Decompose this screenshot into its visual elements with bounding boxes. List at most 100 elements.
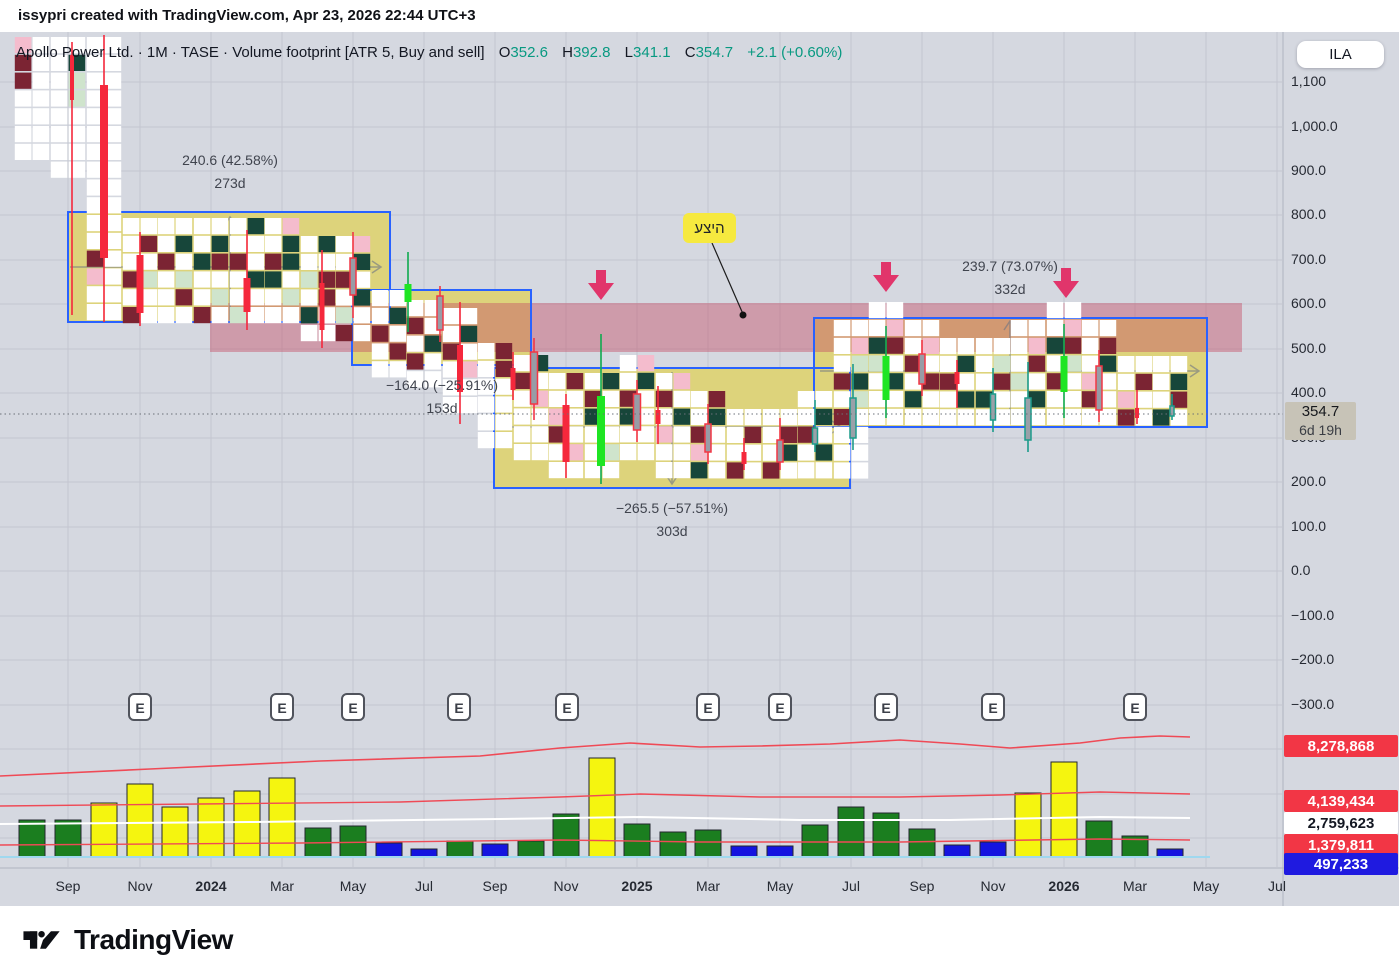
supply-down-arrow[interactable] xyxy=(588,270,614,300)
volume-bar[interactable] xyxy=(694,829,722,858)
footprint-cell xyxy=(104,286,122,303)
footprint-cell xyxy=(1028,409,1046,426)
footprint-cell xyxy=(637,408,655,425)
footprint-cell xyxy=(513,426,531,443)
earnings-badge[interactable] xyxy=(270,693,294,721)
footprint-cell xyxy=(247,307,265,324)
volume-bar[interactable] xyxy=(837,806,865,858)
earnings-badge[interactable] xyxy=(555,693,579,721)
footprint-cell xyxy=(690,426,708,443)
chart-legend[interactable]: Apollo Power Ltd. · 1M · TASE · Volume f… xyxy=(16,44,842,61)
footprint-cell xyxy=(193,307,211,324)
volume-bar[interactable] xyxy=(588,757,616,858)
volume-bar[interactable] xyxy=(1156,848,1184,858)
footprint-cell xyxy=(140,307,158,324)
footprint-cell xyxy=(939,391,957,408)
volume-bar[interactable] xyxy=(801,824,829,858)
volume-bar[interactable] xyxy=(552,813,580,858)
volume-bar[interactable] xyxy=(54,819,82,858)
footprint-cell xyxy=(833,462,851,479)
range-box[interactable] xyxy=(67,211,391,323)
footprint-cell xyxy=(939,355,957,372)
footprint-cell xyxy=(531,426,549,443)
volume-bar[interactable] xyxy=(659,831,687,858)
supply-tooltip[interactable] xyxy=(683,213,736,243)
volume-bar[interactable] xyxy=(410,848,438,858)
volume-bar[interactable] xyxy=(446,840,474,858)
footprint-cell xyxy=(1064,302,1082,319)
footprint-cell xyxy=(1081,337,1099,354)
earnings-badge[interactable] xyxy=(1123,693,1147,721)
footprint-cell xyxy=(1135,356,1153,373)
price-tick: 600.0 xyxy=(1291,295,1327,311)
volume-bar[interactable] xyxy=(18,819,46,858)
footprint-cell xyxy=(904,373,922,390)
footprint-cell xyxy=(833,444,851,461)
volume-bar[interactable] xyxy=(126,783,154,858)
volume-bar[interactable] xyxy=(481,843,509,858)
footprint-cell xyxy=(14,108,32,125)
footprint-cell xyxy=(424,371,442,388)
volume-bar[interactable] xyxy=(161,806,189,858)
price-tick: 1,000.0 xyxy=(1291,118,1338,134)
volume-ma-line xyxy=(0,791,1191,807)
volume-bar[interactable] xyxy=(339,825,367,858)
footprint-cell xyxy=(1081,409,1099,426)
footprint-cell xyxy=(886,391,904,408)
earnings-badge[interactable] xyxy=(128,693,152,721)
footprint-cell xyxy=(495,414,513,431)
volume-bar[interactable] xyxy=(197,797,225,858)
candle-body xyxy=(882,356,890,400)
footprint-cell xyxy=(566,408,584,425)
volume-ma-tag: 4,139,434 xyxy=(1284,790,1398,812)
footprint-cell xyxy=(282,235,300,252)
footprint-cell xyxy=(175,271,193,288)
footprint-cell xyxy=(548,408,566,425)
footprint-cell xyxy=(32,54,50,71)
footprint-cell xyxy=(318,236,336,253)
volume-bar[interactable] xyxy=(268,777,296,858)
volume-bar[interactable] xyxy=(233,790,261,858)
candle-body xyxy=(741,452,747,464)
volume-bar[interactable] xyxy=(908,828,936,858)
tradingview-logo[interactable]: TradingView xyxy=(22,922,233,958)
footprint-cell xyxy=(86,37,104,54)
volume-bar[interactable] xyxy=(730,845,758,858)
volume-bar[interactable] xyxy=(943,844,971,858)
supply-down-arrow[interactable] xyxy=(873,262,899,292)
earnings-badge[interactable] xyxy=(981,693,1005,721)
footprint-cell xyxy=(460,397,478,414)
ohlc-low-label: L xyxy=(624,44,634,61)
volume-bar[interactable] xyxy=(375,842,403,858)
earnings-badge[interactable] xyxy=(447,693,471,721)
volume-ma-line xyxy=(0,838,1191,846)
footprint-cell xyxy=(851,337,869,354)
volume-bar[interactable] xyxy=(1050,761,1078,858)
footprint-cell xyxy=(975,355,993,372)
earnings-badge[interactable] xyxy=(768,693,792,721)
earnings-badge[interactable] xyxy=(874,693,898,721)
volume-bar[interactable] xyxy=(90,802,118,858)
footprint-cell xyxy=(744,462,762,479)
time-tick: Mar xyxy=(269,878,295,894)
footprint-cell xyxy=(619,355,637,372)
currency-badge[interactable]: ILA xyxy=(1297,41,1384,68)
footprint-cell xyxy=(602,373,620,390)
ohlc-close-label: C xyxy=(684,44,696,61)
earnings-badge[interactable] xyxy=(696,693,720,721)
footprint-cell xyxy=(1081,355,1099,372)
footprint-cell xyxy=(762,409,780,426)
volume-bar[interactable] xyxy=(979,841,1007,858)
supply-down-arrow[interactable] xyxy=(1053,268,1079,298)
footprint-cell xyxy=(513,372,531,389)
footprint-cell xyxy=(851,462,869,479)
earnings-badge[interactable] xyxy=(341,693,365,721)
range-box[interactable] xyxy=(813,317,1208,428)
volume-bar[interactable] xyxy=(766,845,794,858)
footprint-cell xyxy=(957,338,975,355)
volume-bar[interactable] xyxy=(517,840,545,858)
volume-bar[interactable] xyxy=(1014,792,1042,858)
footprint-cell xyxy=(335,289,353,306)
footprint-cell xyxy=(886,302,904,319)
